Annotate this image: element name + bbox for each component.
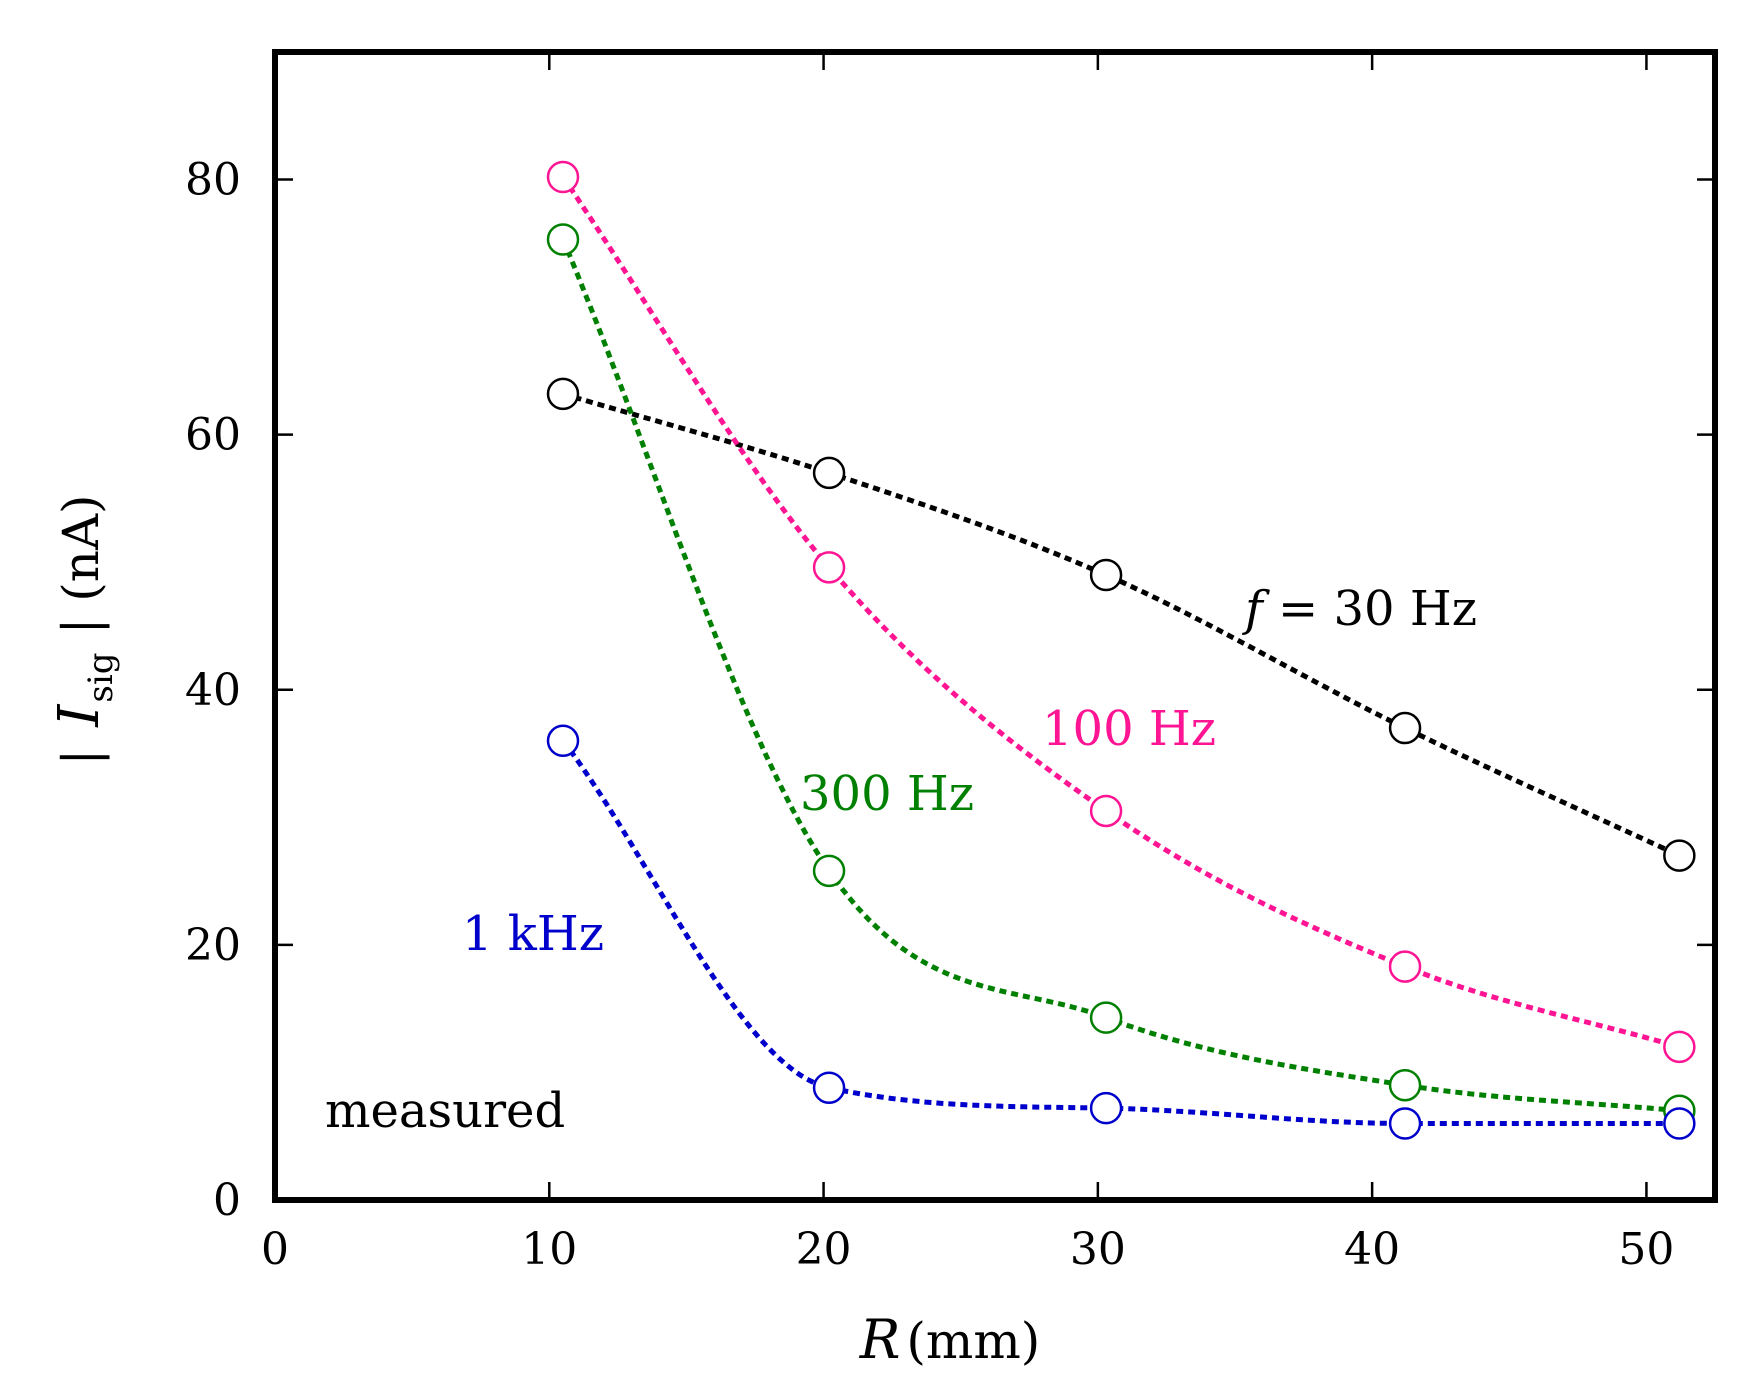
data-point: [1089, 794, 1123, 828]
x-tick-label: 20: [796, 1224, 852, 1275]
y-tick-label: 0: [213, 1175, 241, 1226]
fit-curve-3: [561, 739, 1680, 1126]
fit-curves: [560, 175, 1681, 1126]
series-label-text: 300 Hz: [800, 766, 974, 822]
data-markers: [546, 160, 1696, 1140]
y-tick-label: 20: [185, 920, 241, 971]
x-axis-label-unit: (mm): [906, 1312, 1040, 1370]
x-tick-label: 10: [521, 1224, 577, 1275]
x-tick-label: 40: [1344, 1224, 1400, 1275]
series-label-2: 300 Hz: [800, 766, 974, 822]
measured-annotation: measured: [325, 1083, 565, 1139]
fit-curve-2: [560, 238, 1680, 1114]
y-tick-label: 80: [185, 155, 241, 206]
x-tick-label: 50: [1618, 1224, 1674, 1275]
data-point: [546, 223, 580, 256]
x-axis-label: R (mm): [859, 1308, 1041, 1371]
series-labels: f = 30 Hz 100 Hz 300 Hz 1 kHz: [462, 581, 1477, 962]
fit-curve-1: [560, 175, 1680, 1050]
y-tick-label: 40: [185, 665, 241, 716]
y-axis-label: | Isig | (nA): [47, 494, 121, 765]
data-point: [812, 1071, 846, 1105]
data-point: [1663, 1030, 1696, 1064]
data-point: [1089, 558, 1123, 592]
data-point: [546, 724, 580, 758]
series-label-3: 1 kHz: [462, 906, 604, 962]
data-point: [812, 456, 846, 490]
data-point: [1388, 711, 1422, 745]
series-label-0: f = 30 Hz: [1242, 581, 1477, 637]
data-point: [1089, 1091, 1123, 1125]
data-point: [1388, 950, 1422, 983]
x-tick-label: 30: [1070, 1224, 1126, 1275]
y-axis-label-suffix: | (nA): [52, 494, 110, 634]
data-point: [1388, 1068, 1422, 1102]
tick-labels: 0 10 20 30 40 50 0 20 40 60 80: [185, 155, 1674, 1275]
data-point: [1388, 1107, 1422, 1140]
x-axis-label-var: R: [859, 1308, 901, 1371]
axis-ticks: [273, 52, 1715, 1202]
series-label-text: = 30 Hz: [1263, 581, 1477, 637]
series-label-text: 100 Hz: [1042, 701, 1216, 757]
data-point: [546, 377, 580, 411]
y-tick-label: 60: [185, 410, 241, 461]
data-point: [812, 854, 846, 888]
series-label-text: 1 kHz: [462, 906, 604, 962]
series-label-1: 100 Hz: [1042, 701, 1216, 757]
data-point: [546, 160, 580, 194]
fit-curve-0: [562, 391, 1681, 858]
plot-frame: [272, 49, 1718, 1203]
data-point: [1663, 1107, 1696, 1140]
y-axis-label-sub: sig: [81, 653, 121, 703]
data-point: [812, 551, 846, 584]
data-point: [1089, 1001, 1123, 1034]
y-axis-label-prefix: |: [52, 749, 110, 766]
data-point: [1663, 839, 1696, 872]
y-axis-label-var: I: [47, 703, 112, 728]
x-tick-label: 0: [261, 1224, 289, 1275]
